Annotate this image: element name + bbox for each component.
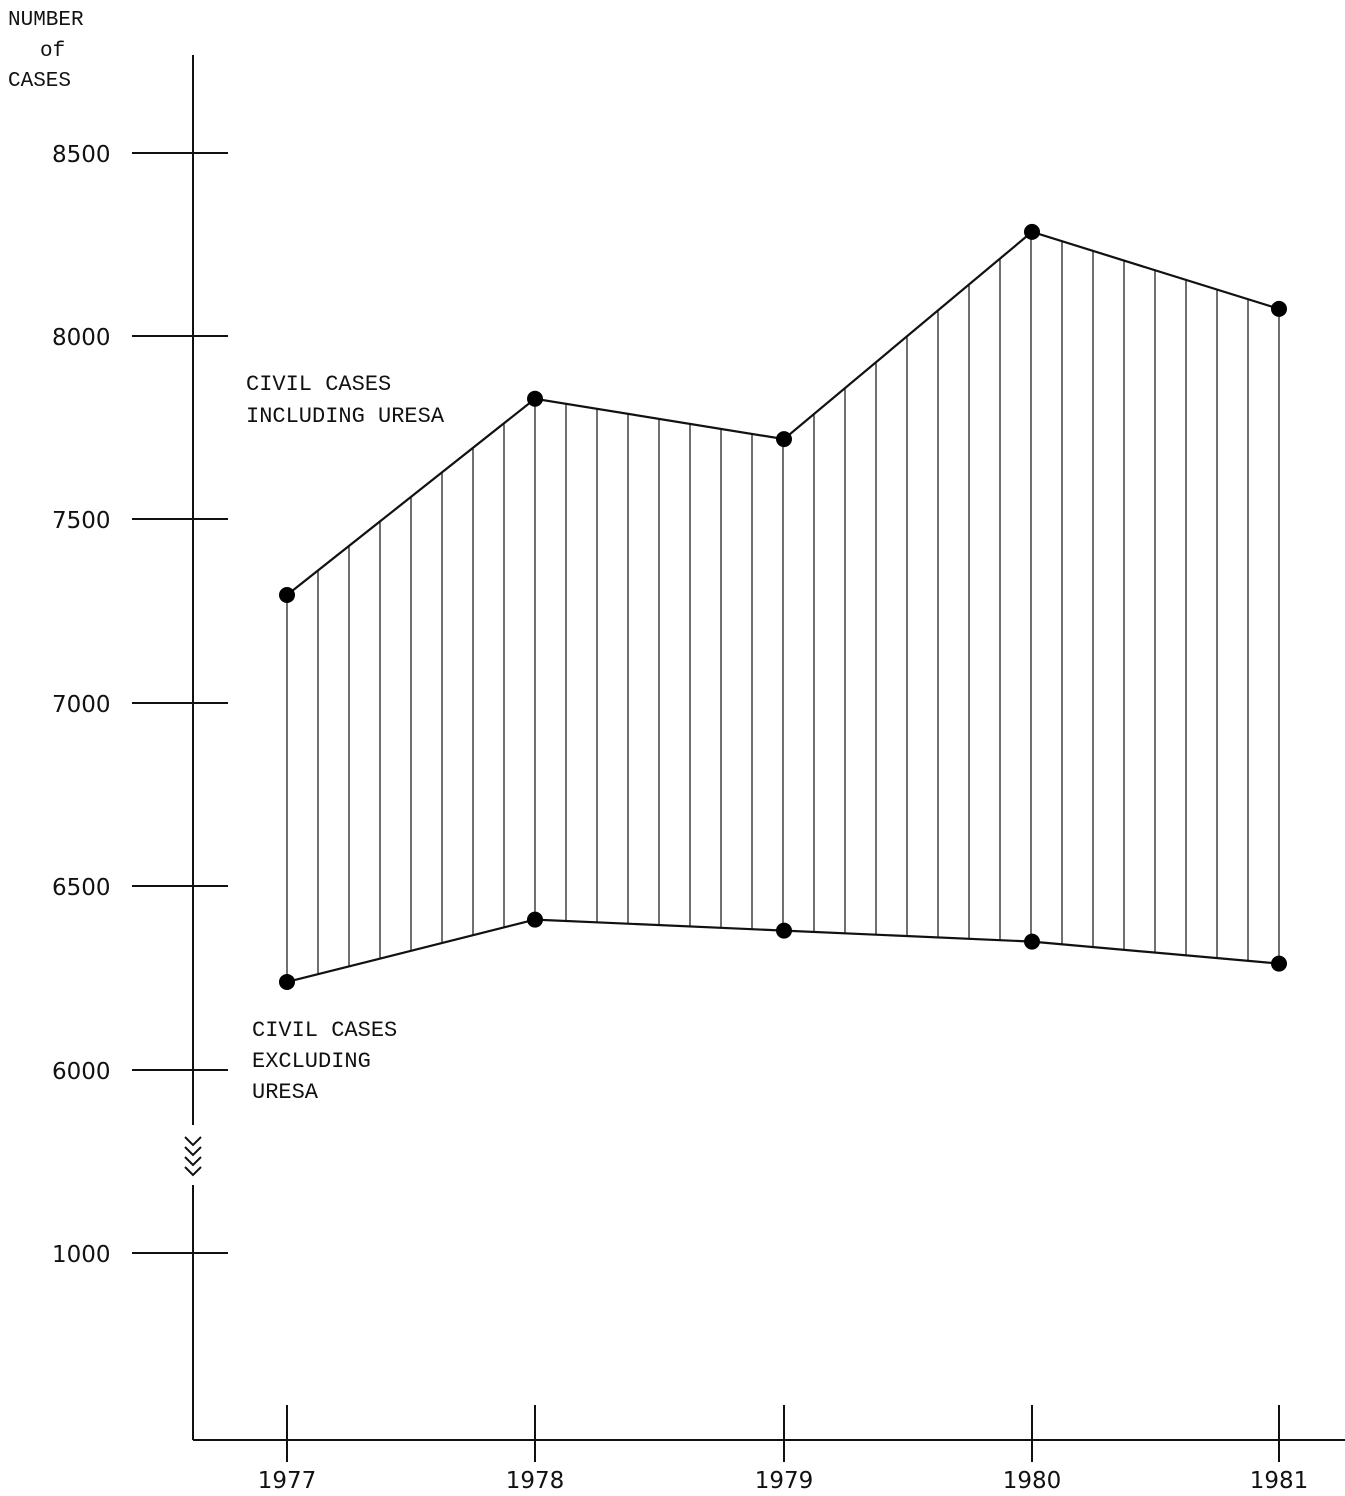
x-tick-label: 1980 <box>1003 1468 1062 1494</box>
y-tick-label: 6000 <box>52 1059 111 1085</box>
point-including-uresa <box>527 390 543 407</box>
annotation-upper-line-2: INCLUDING URESA <box>246 404 445 429</box>
y-ticks: 8500 8000 7500 7000 6500 6000 1000 <box>52 142 228 1268</box>
x-ticks: 1977 1978 1979 1980 1981 <box>258 1405 1309 1494</box>
series-layer <box>279 223 1287 990</box>
hatch-fill <box>286 232 1280 982</box>
y-axis-title: NUMBER of CASES <box>8 9 84 93</box>
point-excluding-uresa <box>1271 955 1287 972</box>
annotation-upper: CIVIL CASES INCLUDING URESA <box>246 372 445 429</box>
y-axis-title-line-1: NUMBER <box>8 9 84 32</box>
point-including-uresa <box>1271 300 1287 317</box>
annotation-lower: CIVIL CASES EXCLUDING URESA <box>252 1018 397 1105</box>
x-tick-label: 1977 <box>258 1468 317 1494</box>
axis-break-icon <box>184 1136 202 1177</box>
y-tick-label: 7000 <box>52 692 111 718</box>
y-tick-label: 8500 <box>52 142 111 168</box>
annotation-lower-line-3: URESA <box>252 1080 319 1105</box>
annotation-lower-line-1: CIVIL CASES <box>252 1018 397 1043</box>
point-excluding-uresa <box>527 911 543 928</box>
y-tick-label: 1000 <box>52 1242 111 1268</box>
annotation-lower-line-2: EXCLUDING <box>252 1049 371 1074</box>
y-axis-title-line-2: of <box>40 40 65 63</box>
y-tick-label: 8000 <box>52 325 111 351</box>
x-tick-label: 1981 <box>1250 1468 1309 1494</box>
annotation-upper-line-1: CIVIL CASES <box>246 372 391 397</box>
y-axis-title-line-3: CASES <box>8 70 71 93</box>
x-tick-label: 1979 <box>755 1468 814 1494</box>
point-including-uresa <box>279 586 295 603</box>
point-excluding-uresa <box>776 922 792 939</box>
x-tick-label: 1978 <box>506 1468 565 1494</box>
point-including-uresa <box>1024 223 1040 240</box>
y-tick-label: 6500 <box>52 875 111 901</box>
point-excluding-uresa <box>279 973 295 990</box>
y-tick-label: 7500 <box>52 508 111 534</box>
point-including-uresa <box>776 431 792 448</box>
point-excluding-uresa <box>1024 933 1040 950</box>
